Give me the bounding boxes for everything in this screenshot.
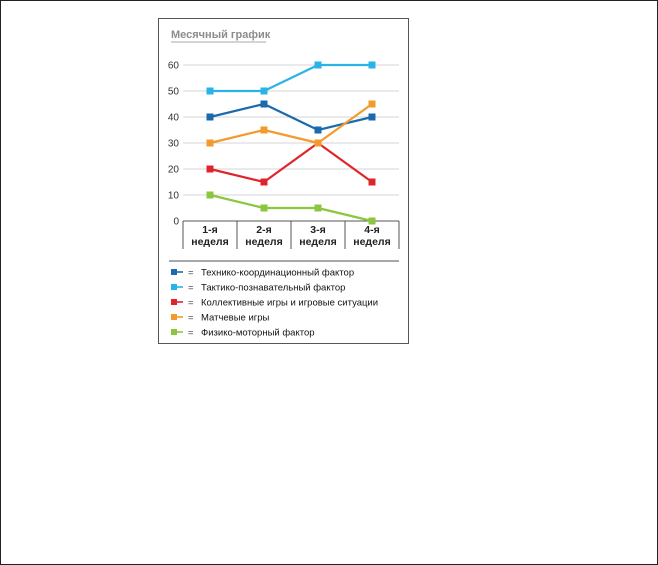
data-point <box>260 87 268 95</box>
line-chart: Месячный график 01020304050601-янеделя2-… <box>168 29 400 339</box>
legend-equals: = <box>188 283 194 294</box>
legend-label: Физико-моторный фактор <box>201 328 315 339</box>
chart-card: Месячный график 0 10 20 30 40 50 60 1-я неделя 2-… <box>158 18 409 344</box>
y-tick-label: 20 <box>168 165 180 176</box>
data-point <box>314 139 322 147</box>
data-point <box>260 100 268 108</box>
legend-equals: = <box>188 313 194 324</box>
legend-label: Тактико-познавательный фактор <box>201 283 345 294</box>
data-point <box>206 139 214 147</box>
x-tick-label: неделя <box>353 236 390 248</box>
series-line <box>210 63 372 93</box>
y-tick-label: 50 <box>168 87 180 98</box>
data-point <box>206 165 214 173</box>
x-tick-label: 4-я <box>364 224 379 236</box>
data-point <box>368 61 376 69</box>
data-point <box>314 61 322 69</box>
data-point <box>368 113 376 121</box>
legend-swatch <box>171 299 177 305</box>
legend-equals: = <box>188 328 194 339</box>
x-tick-label: 1-я <box>202 224 217 236</box>
legend-equals: = <box>188 298 194 309</box>
series-line <box>209 193 373 223</box>
legend-swatch <box>171 329 177 335</box>
legend-label: Коллективные игры и игровые ситуации <box>201 298 378 309</box>
legend-label: Матчевые игры <box>201 313 270 324</box>
data-point <box>260 178 268 186</box>
y-tick-label: 0 <box>173 217 179 228</box>
chart-title: Месячный график <box>171 29 271 41</box>
series-line <box>209 103 373 145</box>
legend-swatch <box>171 269 177 275</box>
x-tick-label: неделя <box>299 236 336 248</box>
y-tick-label: 30 <box>168 139 180 150</box>
data-point <box>206 113 214 121</box>
x-tick-label: неделя <box>245 236 282 248</box>
y-tick-label: 60 <box>168 61 180 72</box>
data-point <box>368 100 376 108</box>
legend-equals: = <box>188 268 194 279</box>
data-point <box>206 191 214 199</box>
data-point <box>368 178 376 186</box>
legend-label: Технико-координационный фактор <box>201 268 354 279</box>
data-point <box>260 204 268 212</box>
legend-swatch <box>171 314 177 320</box>
data-point <box>206 87 214 95</box>
y-tick-label: 10 <box>168 191 180 202</box>
data-point <box>260 126 268 134</box>
data-point <box>314 204 322 212</box>
legend-swatch <box>171 284 177 290</box>
data-point <box>314 126 322 134</box>
x-tick-label: 2-я <box>256 224 271 236</box>
data-point <box>368 217 376 225</box>
series-line <box>209 141 373 184</box>
x-tick-label: 3-я <box>310 224 325 236</box>
x-tick-label: неделя <box>191 236 228 248</box>
y-tick-label: 40 <box>168 113 180 124</box>
